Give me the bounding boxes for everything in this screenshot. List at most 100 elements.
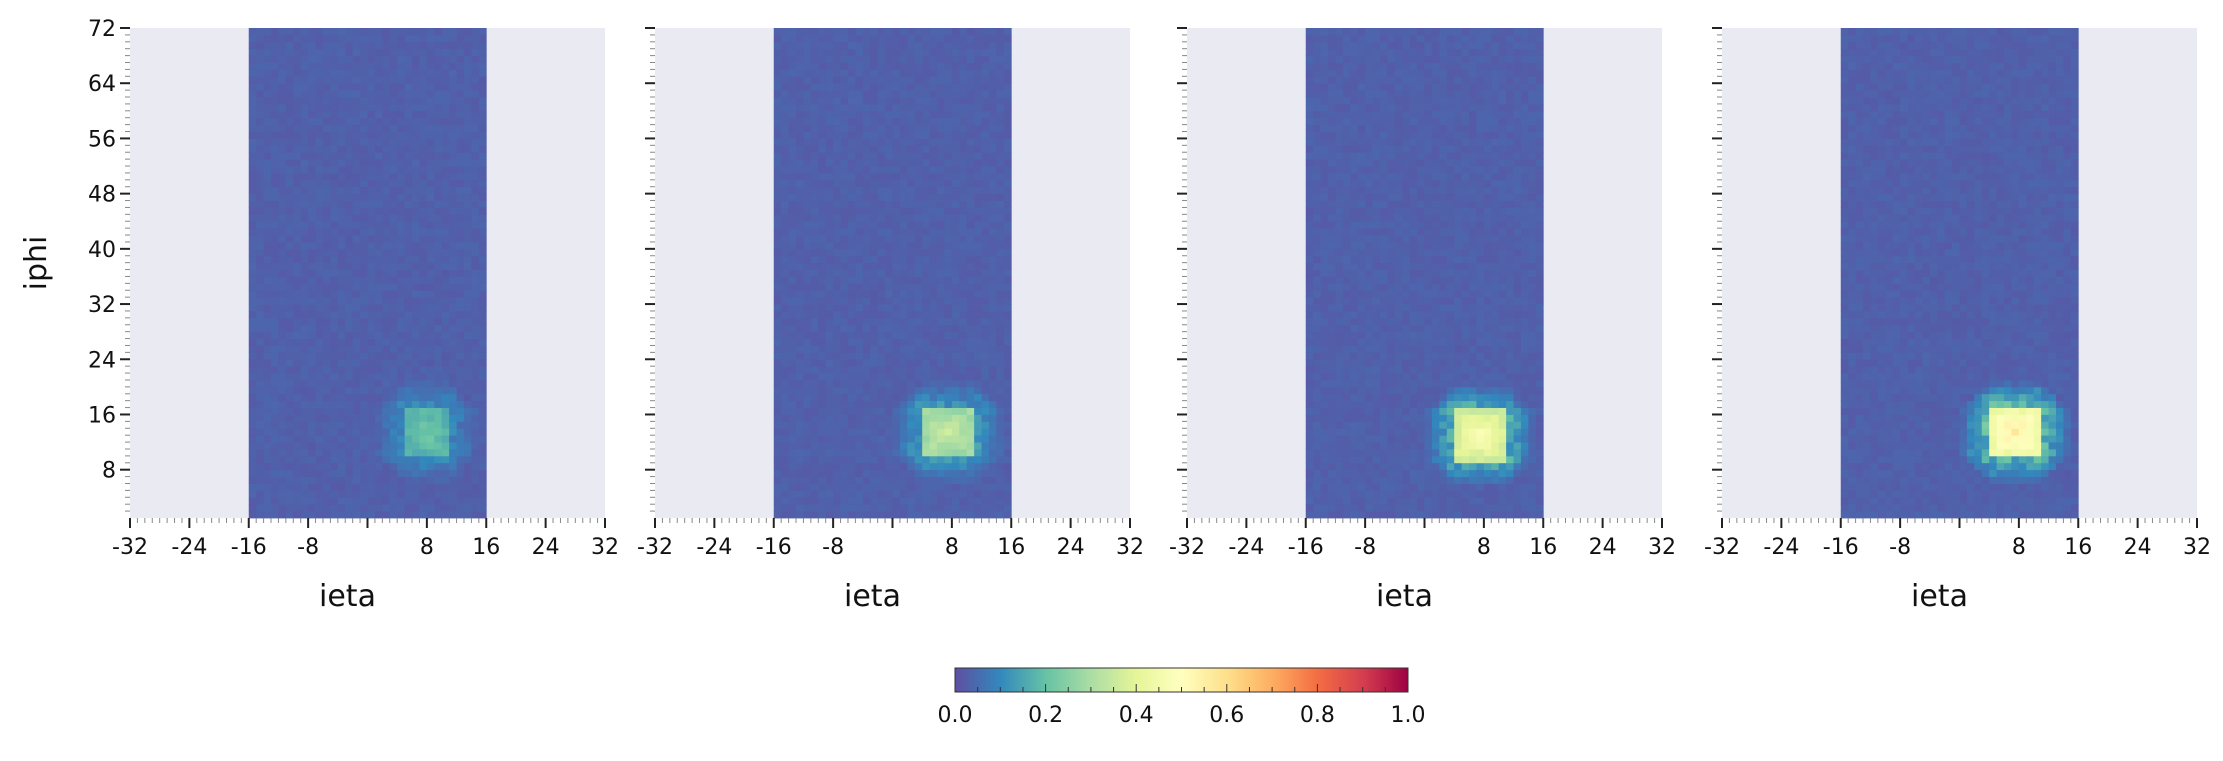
heatmap-cell	[382, 131, 391, 139]
heatmap-cell	[773, 76, 782, 84]
heatmap-cell	[818, 476, 827, 484]
heatmap-cell	[974, 290, 982, 298]
heatmap-cell	[840, 69, 849, 77]
heatmap-cell	[248, 352, 257, 360]
heatmap-cell	[988, 159, 997, 167]
heatmap-cell	[892, 97, 901, 105]
heatmap-cell	[412, 504, 420, 512]
heatmap-cell	[773, 304, 782, 312]
heatmap-cell	[456, 41, 465, 50]
heatmap-cell	[389, 352, 398, 360]
heatmap-cell	[271, 76, 279, 84]
heatmap-cell	[345, 69, 354, 77]
heatmap-cell	[885, 297, 893, 305]
heatmap-cell	[988, 428, 997, 436]
heatmap-cell	[300, 504, 309, 512]
heatmap-cell	[951, 145, 960, 153]
heatmap-cell	[847, 338, 856, 346]
heatmap-cell	[271, 407, 279, 415]
heatmap-cell	[300, 359, 309, 367]
heatmap-cell	[419, 124, 428, 132]
heatmap-cell	[412, 179, 420, 188]
heatmap-cell	[397, 497, 406, 505]
heatmap-cell	[959, 310, 968, 319]
heatmap-cell	[456, 462, 465, 471]
heatmap-cell	[337, 145, 346, 153]
heatmap-cell	[463, 214, 472, 222]
heatmap-cell	[463, 290, 472, 298]
heatmap-cell	[1313, 455, 1321, 464]
heatmap-cell	[996, 331, 1005, 339]
heatmap-cell	[959, 476, 968, 484]
heatmap-cell	[382, 124, 391, 132]
heatmap-cell	[974, 400, 982, 408]
heatmap-cell	[426, 366, 435, 374]
heatmap-cell	[892, 317, 901, 326]
heatmap-cell	[478, 117, 487, 126]
heatmap-cell	[981, 407, 990, 415]
heatmap-cell	[966, 379, 975, 388]
heatmap-cell	[870, 255, 879, 264]
heatmap-cell	[256, 262, 264, 270]
heatmap-cell	[833, 400, 841, 408]
heatmap-cell	[337, 221, 346, 229]
heatmap-cell	[803, 103, 812, 112]
heatmap-cell	[352, 103, 361, 112]
heatmap-cell	[810, 276, 819, 284]
heatmap-cell	[352, 373, 361, 381]
heatmap-cell	[951, 448, 960, 457]
heatmap-cell	[337, 28, 346, 36]
heatmap-cell	[885, 83, 893, 91]
heatmap-cell	[330, 172, 339, 181]
heatmap-cell	[877, 283, 886, 291]
heatmap-cell	[959, 497, 968, 505]
heatmap-cell	[412, 28, 420, 36]
heatmap-cell	[810, 324, 819, 333]
heatmap-cell	[337, 172, 346, 181]
heatmap-cell	[1313, 179, 1321, 188]
heatmap-cell	[974, 504, 982, 512]
heatmap-cell	[463, 90, 472, 98]
heatmap-cell	[300, 442, 309, 450]
heatmap-cell	[456, 317, 465, 326]
heatmap-cell	[907, 55, 916, 63]
heatmap-cell	[404, 103, 413, 112]
heatmap-cell	[271, 228, 279, 236]
heatmap-cell	[966, 421, 975, 429]
heatmap-cell	[471, 269, 480, 277]
heatmap-cell	[996, 338, 1005, 346]
heatmap-cell	[833, 331, 841, 339]
heatmap-cell	[345, 166, 354, 174]
heatmap-cell	[885, 414, 893, 422]
heatmap-cell	[877, 331, 886, 339]
heatmap-cell	[959, 221, 968, 229]
heatmap-cell	[907, 48, 916, 56]
heatmap-cell	[974, 483, 982, 491]
heatmap-cell	[1003, 442, 1012, 450]
heatmap-cell	[256, 497, 264, 505]
heatmap-cell	[788, 90, 797, 98]
heatmap-cell	[870, 414, 879, 422]
heatmap-cell	[345, 442, 354, 450]
heatmap-cell	[374, 421, 383, 429]
heatmap-cell	[870, 69, 879, 77]
heatmap-cell	[951, 331, 960, 339]
heatmap-cell	[1313, 297, 1321, 305]
heatmap-cell	[248, 345, 257, 353]
heatmap-cell	[471, 379, 480, 388]
heatmap-cell	[922, 276, 931, 284]
heatmap-cell	[1305, 400, 1314, 408]
heatmap-cell	[937, 124, 945, 132]
heatmap-cell	[315, 462, 324, 471]
heatmap-cell	[322, 124, 331, 132]
heatmap-cell	[360, 283, 368, 291]
heatmap-cell	[322, 110, 331, 119]
heatmap-cell	[899, 193, 908, 201]
heatmap-cell	[441, 435, 450, 443]
heatmap-cell	[959, 435, 968, 443]
heatmap-cell	[248, 76, 257, 84]
heatmap-cell	[449, 200, 457, 208]
heatmap-cell	[907, 200, 916, 208]
heatmap-cell	[825, 276, 834, 284]
heatmap-cell	[315, 235, 324, 243]
